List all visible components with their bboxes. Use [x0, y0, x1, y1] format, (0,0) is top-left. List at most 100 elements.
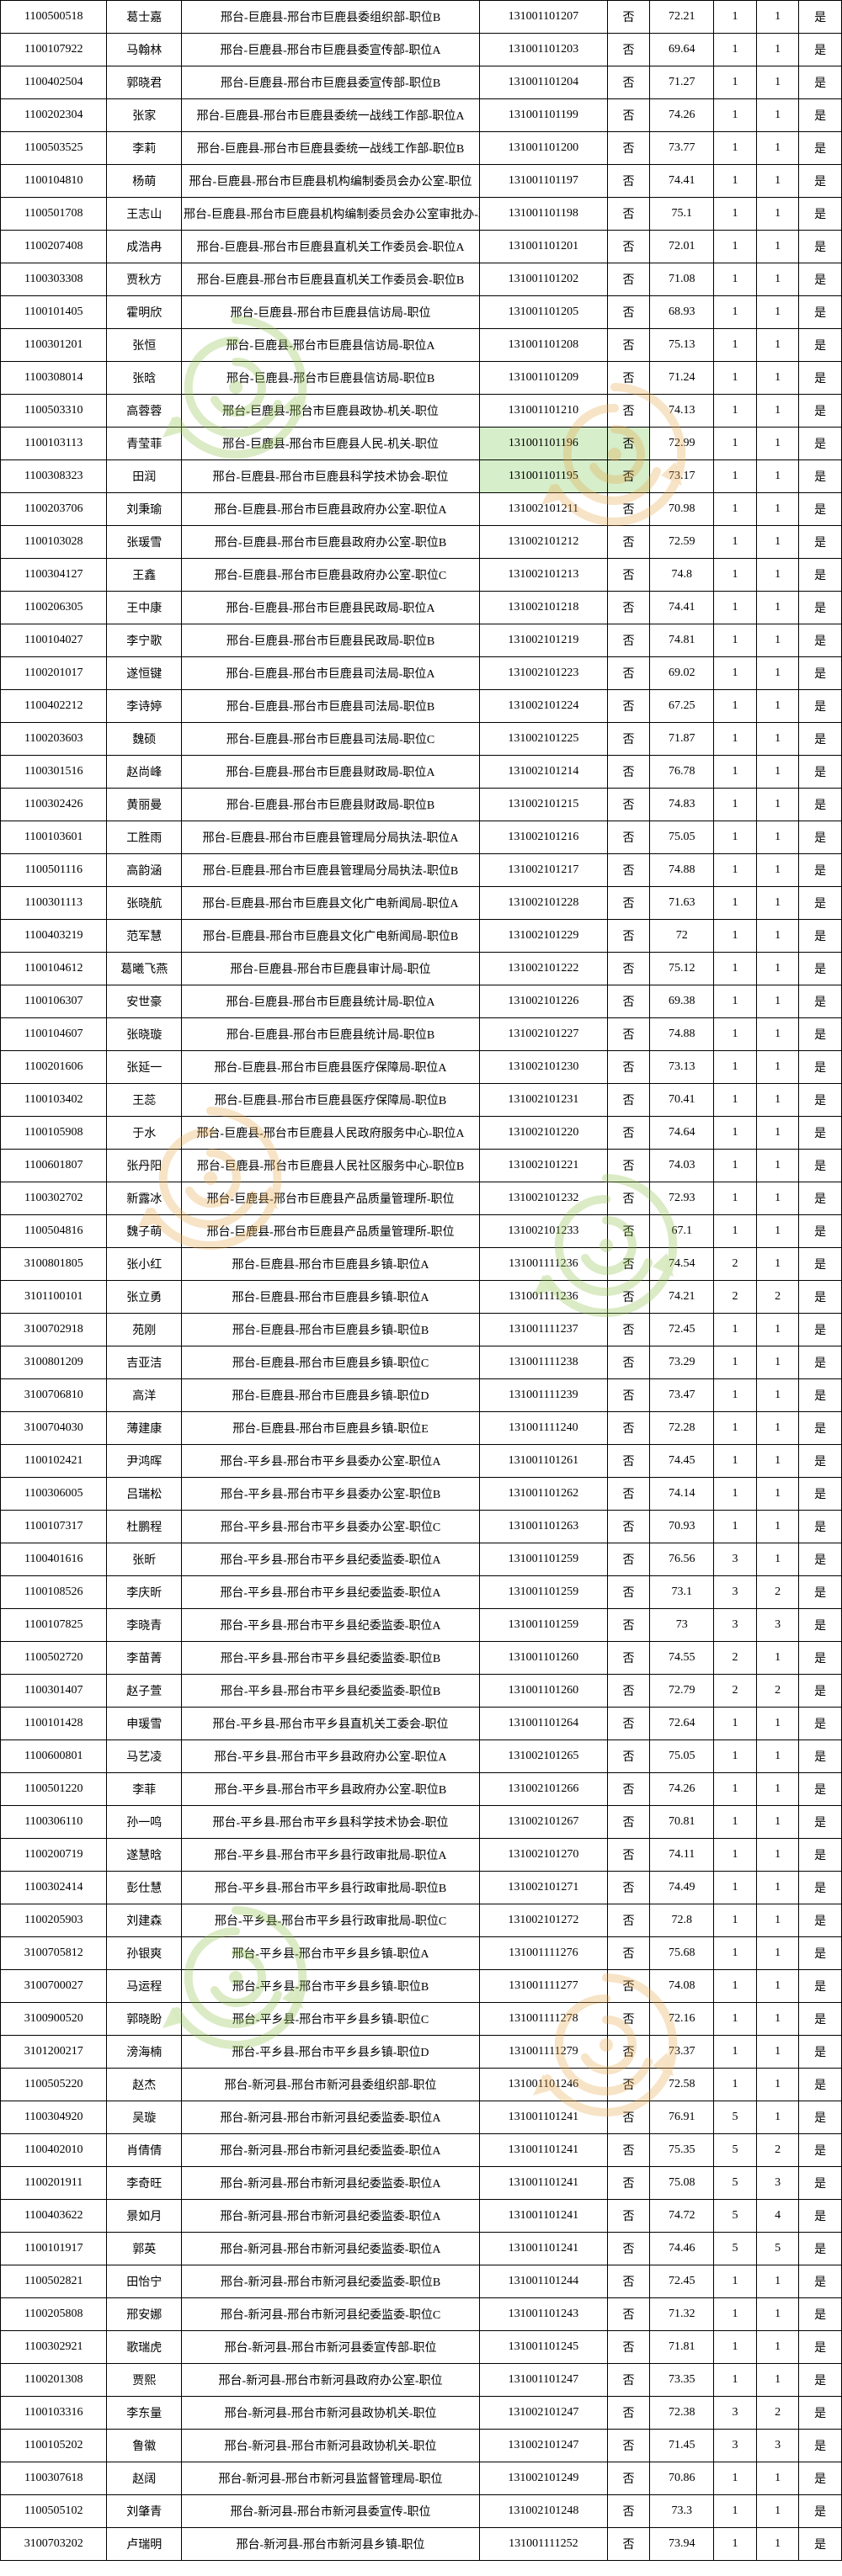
- cell-flag: 否: [607, 66, 650, 99]
- cell-name: 马运程: [107, 1970, 182, 2003]
- cell-result: 是: [799, 1215, 842, 1248]
- cell-code: 131002101226: [480, 985, 608, 1018]
- table-row: 1100101405霍明欣邢台-巨鹿县-邢台市巨鹿县信访局-职位13100110…: [1, 296, 842, 329]
- cell-id: 1100207408: [1, 231, 107, 263]
- cell-name: 张丹阳: [107, 1150, 182, 1182]
- cell-code: 131002101272: [480, 1904, 608, 1937]
- cell-score: 71.87: [650, 723, 714, 756]
- cell-dept: 邢台-新河县-邢台市新河县纪委监委-职位A: [181, 2101, 479, 2134]
- cell-flag: 否: [607, 1150, 650, 1182]
- cell-score: 74.26: [650, 1773, 714, 1806]
- cell-n2: 1: [756, 460, 799, 493]
- cell-id: 1100203706: [1, 493, 107, 526]
- cell-result: 是: [799, 1872, 842, 1904]
- cell-n2: 1: [756, 362, 799, 395]
- cell-result: 是: [799, 395, 842, 428]
- cell-dept: 邢台-巨鹿县-邢台市巨鹿县委统一战线工作部-职位B: [181, 132, 479, 165]
- cell-n2: 2: [756, 1675, 799, 1708]
- cell-dept: 邢台-巨鹿县-邢台市巨鹿县政府办公室-职位A: [181, 493, 479, 526]
- cell-n1: 1: [714, 887, 757, 920]
- cell-code: 131001101197: [480, 165, 608, 198]
- cell-flag: 否: [607, 1937, 650, 1970]
- cell-score: 74.46: [650, 2233, 714, 2265]
- cell-id: 1100306110: [1, 1806, 107, 1839]
- cell-n2: 1: [756, 1084, 799, 1117]
- cell-dept: 邢台-平乡县-邢台市平乡县乡镇-职位D: [181, 2036, 479, 2069]
- cell-n1: 1: [714, 1379, 757, 1412]
- cell-result: 是: [799, 1445, 842, 1478]
- cell-code: 131001101210: [480, 395, 608, 428]
- cell-name: 田怡宁: [107, 2265, 182, 2298]
- cell-id: 1100200719: [1, 1839, 107, 1872]
- cell-code: 131002101229: [480, 920, 608, 953]
- cell-score: 76.91: [650, 2101, 714, 2134]
- cell-result: 是: [799, 1740, 842, 1773]
- cell-id: 1100104027: [1, 624, 107, 657]
- cell-dept: 邢台-平乡县-邢台市平乡县政府办公室-职位A: [181, 1740, 479, 1773]
- cell-flag: 否: [607, 198, 650, 231]
- cell-n2: 1: [756, 2101, 799, 2134]
- table-row: 1100302426黄丽曼邢台-巨鹿县-邢台市巨鹿县财政局-职位B1310021…: [1, 789, 842, 821]
- cell-result: 是: [799, 2003, 842, 2036]
- cell-score: 72.64: [650, 1708, 714, 1740]
- table-row: 1100107317杜鹏程邢台-平乡县-邢台市平乡县委办公室-职位C131001…: [1, 1511, 842, 1543]
- cell-code: 131002101271: [480, 1872, 608, 1904]
- cell-name: 薄建康: [107, 1412, 182, 1445]
- table-row: 1100301516赵尚峰邢台-巨鹿县-邢台市巨鹿县财政局-职位A1310021…: [1, 756, 842, 789]
- table-row: 1100207408成浩冉邢台-巨鹿县-邢台市巨鹿县直机关工作委员会-职位A13…: [1, 231, 842, 263]
- cell-n2: 1: [756, 756, 799, 789]
- cell-result: 是: [799, 1806, 842, 1839]
- cell-flag: 否: [607, 723, 650, 756]
- cell-flag: 否: [607, 1445, 650, 1478]
- cell-name: 杜鹏程: [107, 1511, 182, 1543]
- cell-id: 3100703202: [1, 2528, 107, 2561]
- cell-n1: 1: [714, 526, 757, 559]
- cell-id: 1100205903: [1, 1904, 107, 1937]
- cell-n2: 1: [756, 592, 799, 624]
- cell-n2: 1: [756, 526, 799, 559]
- cell-flag: 否: [607, 2200, 650, 2233]
- cell-n1: 1: [714, 460, 757, 493]
- cell-name: 苑刚: [107, 1314, 182, 1346]
- cell-id: 1100105202: [1, 2430, 107, 2462]
- cell-n2: 3: [756, 2430, 799, 2462]
- cell-flag: 否: [607, 2134, 650, 2167]
- cell-id: 1100403622: [1, 2200, 107, 2233]
- cell-dept: 邢台-新河县-邢台市新河县监督管理局-职位: [181, 2462, 479, 2495]
- table-row: 3100702918苑刚邢台-巨鹿县-邢台市巨鹿县乡镇-职位B131001111…: [1, 1314, 842, 1346]
- cell-n2: 1: [756, 132, 799, 165]
- cell-n1: 1: [714, 165, 757, 198]
- cell-dept: 邢台-新河县-邢台市新河县纪委监委-职位A: [181, 2134, 479, 2167]
- cell-n1: 5: [714, 2101, 757, 2134]
- cell-name: 邢安娜: [107, 2298, 182, 2331]
- cell-flag: 否: [607, 1839, 650, 1872]
- cell-result: 是: [799, 99, 842, 132]
- cell-name: 范军慧: [107, 920, 182, 953]
- cell-n1: 1: [714, 1051, 757, 1084]
- cell-score: 74.41: [650, 165, 714, 198]
- cell-code: 131002101247: [480, 2397, 608, 2430]
- cell-flag: 否: [607, 493, 650, 526]
- cell-code: 131002101247: [480, 2430, 608, 2462]
- cell-result: 是: [799, 1281, 842, 1314]
- cell-result: 是: [799, 2528, 842, 2561]
- cell-dept: 邢台-平乡县-邢台市平乡县科学技术协会-职位: [181, 1806, 479, 1839]
- cell-dept: 邢台-平乡县-邢台市平乡县乡镇-职位A: [181, 1937, 479, 1970]
- cell-dept: 邢台-新河县-邢台市新河县纪委监委-职位C: [181, 2298, 479, 2331]
- cell-code: 131001111236: [480, 1248, 608, 1281]
- cell-dept: 邢台-巨鹿县-邢台市巨鹿县直机关工作委员会-职位A: [181, 231, 479, 263]
- cell-code: 131001101245: [480, 2331, 608, 2364]
- cell-result: 是: [799, 198, 842, 231]
- cell-code: 131001101241: [480, 2167, 608, 2200]
- cell-code: 131001101241: [480, 2200, 608, 2233]
- cell-score: 73.77: [650, 132, 714, 165]
- table-row: 1100104607张晓璇邢台-巨鹿县-邢台市巨鹿县统计局-职位B1310021…: [1, 1018, 842, 1051]
- cell-code: 131001111252: [480, 2528, 608, 2561]
- cell-id: 1100501116: [1, 854, 107, 887]
- cell-dept: 邢台-平乡县-邢台市平乡县委办公室-职位A: [181, 1445, 479, 1478]
- cell-score: 73.1: [650, 1576, 714, 1609]
- cell-dept: 邢台-巨鹿县-邢台市巨鹿县乡镇-职位B: [181, 1314, 479, 1346]
- cell-result: 是: [799, 329, 842, 362]
- cell-id: 1100505102: [1, 2495, 107, 2528]
- table-row: 1100501220李菲邢台-平乡县-邢台市平乡县政府办公室-职位B131002…: [1, 1773, 842, 1806]
